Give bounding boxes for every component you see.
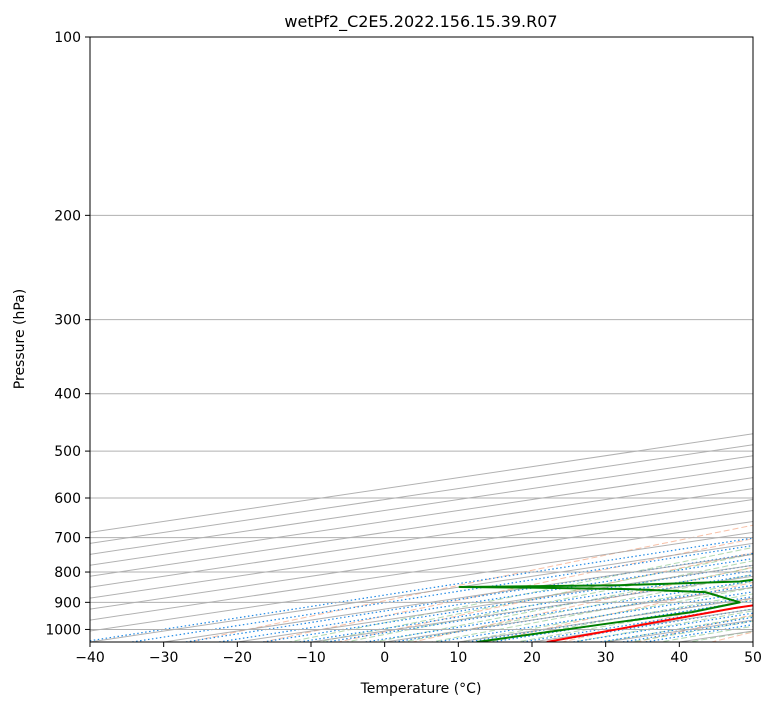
isotherm	[90, 488, 753, 588]
x-tick-label: −10	[296, 650, 326, 666]
isotherm	[90, 477, 753, 577]
y-tick-label: 900	[54, 595, 81, 611]
plot-background	[90, 37, 753, 642]
y-axis-ticks: 100 200 300 400 500 600 700 800 900 1000	[45, 30, 90, 638]
isotherm	[90, 499, 753, 599]
isotherm	[90, 531, 753, 632]
isotherm	[90, 466, 753, 566]
y-tick-label: 1000	[45, 622, 81, 638]
isotherm	[90, 520, 753, 621]
mixing-ratio-line	[90, 537, 753, 642]
y-tick-label: 200	[54, 208, 81, 224]
x-tick-label: −30	[149, 650, 179, 666]
x-axis-ticks: −40 −30 −20 −10 0 10 20 30 40 50	[75, 642, 762, 666]
y-tick-label: 100	[54, 30, 81, 46]
mixing-ratio-line	[518, 604, 753, 642]
y-tick-label: 500	[54, 444, 81, 460]
isotherm	[90, 455, 753, 555]
chart-title: wetPf2_C2E5.2022.156.15.39.R07	[284, 12, 557, 32]
isotherm	[90, 509, 753, 610]
dewpoint-profile	[458, 578, 753, 642]
mixing-ratio-line	[432, 591, 753, 642]
x-tick-label: 50	[744, 650, 762, 666]
x-tick-label: −40	[75, 650, 105, 666]
y-tick-label: 300	[54, 313, 81, 329]
x-tick-label: −20	[223, 650, 253, 666]
plot-frame	[89, 36, 754, 643]
isotherm	[90, 444, 753, 544]
x-tick-label: 40	[670, 650, 688, 666]
y-tick-label: 400	[54, 387, 81, 403]
y-tick-label: 700	[54, 531, 81, 547]
x-tick-label: 0	[380, 650, 389, 666]
x-tick-label: 10	[449, 650, 467, 666]
x-tick-label: 20	[523, 650, 541, 666]
x-tick-label: 30	[597, 650, 615, 666]
y-tick-label: 800	[54, 565, 81, 581]
x-axis-label: Temperature (°C)	[360, 681, 482, 697]
mixing-ratio-line	[128, 544, 753, 642]
mixing-ratio-line	[215, 557, 753, 642]
y-tick-label: 600	[54, 491, 81, 507]
y-axis-label: Pressure (hPa)	[12, 289, 28, 389]
sounding-profiles	[458, 578, 753, 642]
